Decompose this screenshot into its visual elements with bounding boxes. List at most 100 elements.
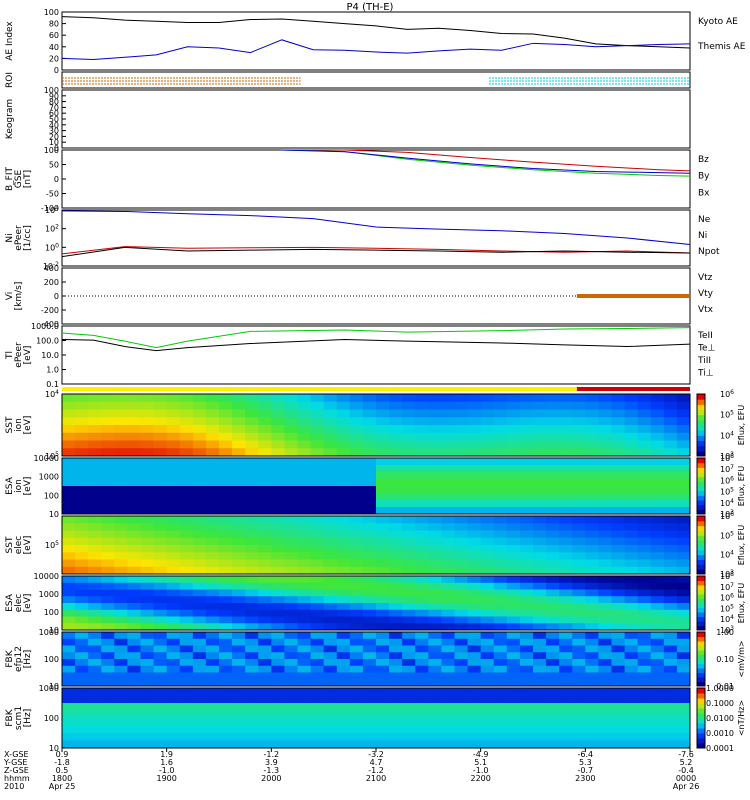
heatmap-cell (179, 688, 194, 696)
heatmap-cell (349, 507, 364, 515)
heatmap-cell (114, 523, 128, 531)
heatmap-cell (258, 465, 272, 473)
heatmap-cell (467, 472, 482, 480)
heatmap-cell (297, 596, 312, 604)
heatmap-cell (415, 672, 429, 680)
heatmap-cell (258, 718, 272, 726)
heatmap-cell (637, 576, 652, 584)
heatmap-cell (297, 582, 312, 590)
heatmap-cell (480, 582, 495, 590)
heatmap-cell (271, 500, 285, 508)
heatmap-cell (232, 679, 246, 687)
heatmap-cell (323, 552, 338, 560)
heatmap-cell (506, 582, 521, 590)
heatmap-cell (271, 417, 285, 426)
heatmap-cell (428, 516, 442, 524)
heatmap-cell (284, 432, 298, 441)
heatmap-cell (428, 458, 442, 466)
heatmap-cell (637, 552, 652, 560)
heatmap-cell (519, 679, 534, 687)
panel-fbk_b: FBK scm1 [Hz]1010010000.00010.00100.01000.… (5, 684, 746, 753)
heatmap-cell (376, 486, 390, 494)
time-row-label: hhmm (4, 774, 30, 783)
heatmap-cell (219, 516, 233, 524)
y-tick-label: -100 (41, 204, 59, 213)
heatmap-cell (62, 523, 76, 531)
heatmap-cell (467, 401, 482, 410)
heatmap-cell (323, 652, 338, 660)
heatmap-cell (493, 688, 508, 696)
heatmap-cell (676, 603, 691, 611)
heatmap-cell (62, 710, 76, 719)
heatmap-cell (101, 576, 115, 584)
heatmap-cell (284, 638, 298, 646)
heatmap-cell (88, 733, 102, 741)
heatmap-cell (140, 665, 155, 673)
heatmap-cell (219, 725, 233, 734)
heatmap-cell (101, 493, 115, 501)
heatmap-cell (166, 559, 181, 568)
heatmap-cell (454, 394, 469, 403)
heatmap-cell (362, 507, 377, 515)
heatmap-cell (533, 695, 547, 704)
heatmap-cell (428, 552, 442, 560)
legend-entry: Ne (698, 215, 711, 225)
velocity-trace (576, 294, 690, 298)
heatmap-cell (506, 740, 521, 749)
heatmap-cell (402, 566, 416, 575)
heatmap-cell (533, 552, 547, 560)
heatmap-cell (428, 425, 442, 434)
heatmap-cell (258, 530, 272, 539)
heatmap-cell (663, 465, 678, 473)
heatmap-cell (75, 432, 89, 441)
colorbar-segment (697, 672, 705, 678)
heatmap-cell (637, 609, 652, 617)
heatmap-cell (572, 559, 586, 568)
colorbar-segment (697, 414, 705, 421)
colorbar-segment (697, 728, 705, 734)
heatmap-cell (271, 576, 285, 584)
heatmap-cell (62, 394, 76, 403)
heatmap-cell (219, 537, 233, 546)
heatmap-cell (428, 725, 442, 734)
heatmap-cell (219, 652, 233, 660)
heatmap-cell (428, 659, 442, 667)
heatmap-cell (258, 688, 272, 696)
heatmap-cell (454, 479, 469, 487)
heatmap-cell (62, 576, 76, 584)
heatmap-cell (232, 596, 246, 604)
heatmap-cell (546, 733, 560, 741)
heatmap-cell (179, 632, 194, 640)
heatmap-cell (546, 703, 560, 711)
heatmap-cell (284, 652, 298, 660)
heatmap-cell (546, 523, 560, 531)
heatmap-cell (585, 507, 599, 515)
heatmap-cell (624, 665, 639, 673)
heatmap-cell (559, 582, 573, 590)
heatmap-cell (650, 458, 665, 466)
heatmap-cell (153, 659, 168, 667)
heatmap-cell (480, 552, 495, 560)
heatmap-cell (454, 472, 469, 480)
heatmap-cell (153, 616, 168, 624)
heatmap-cell (75, 623, 89, 631)
heatmap-cell (611, 659, 626, 667)
heatmap-cell (62, 545, 76, 553)
heatmap-cell (192, 665, 207, 673)
heatmap-cell (559, 440, 573, 449)
heatmap-cell (663, 432, 678, 441)
heatmap-cell (179, 472, 194, 480)
heatmap-cell (389, 582, 403, 590)
heatmap-cell (219, 645, 233, 653)
heatmap-cell (519, 703, 534, 711)
heatmap-cell (611, 740, 626, 749)
heatmap-cell (624, 589, 639, 597)
heatmap-cell (323, 645, 338, 653)
heatmap-cell (598, 479, 612, 487)
heatmap-cell (546, 458, 560, 466)
colorbar-segment (697, 585, 705, 590)
colorbar-segment (697, 632, 705, 637)
heatmap-cell (506, 703, 521, 711)
heatmap-cell (402, 507, 416, 515)
heatmap-cell (559, 472, 573, 480)
